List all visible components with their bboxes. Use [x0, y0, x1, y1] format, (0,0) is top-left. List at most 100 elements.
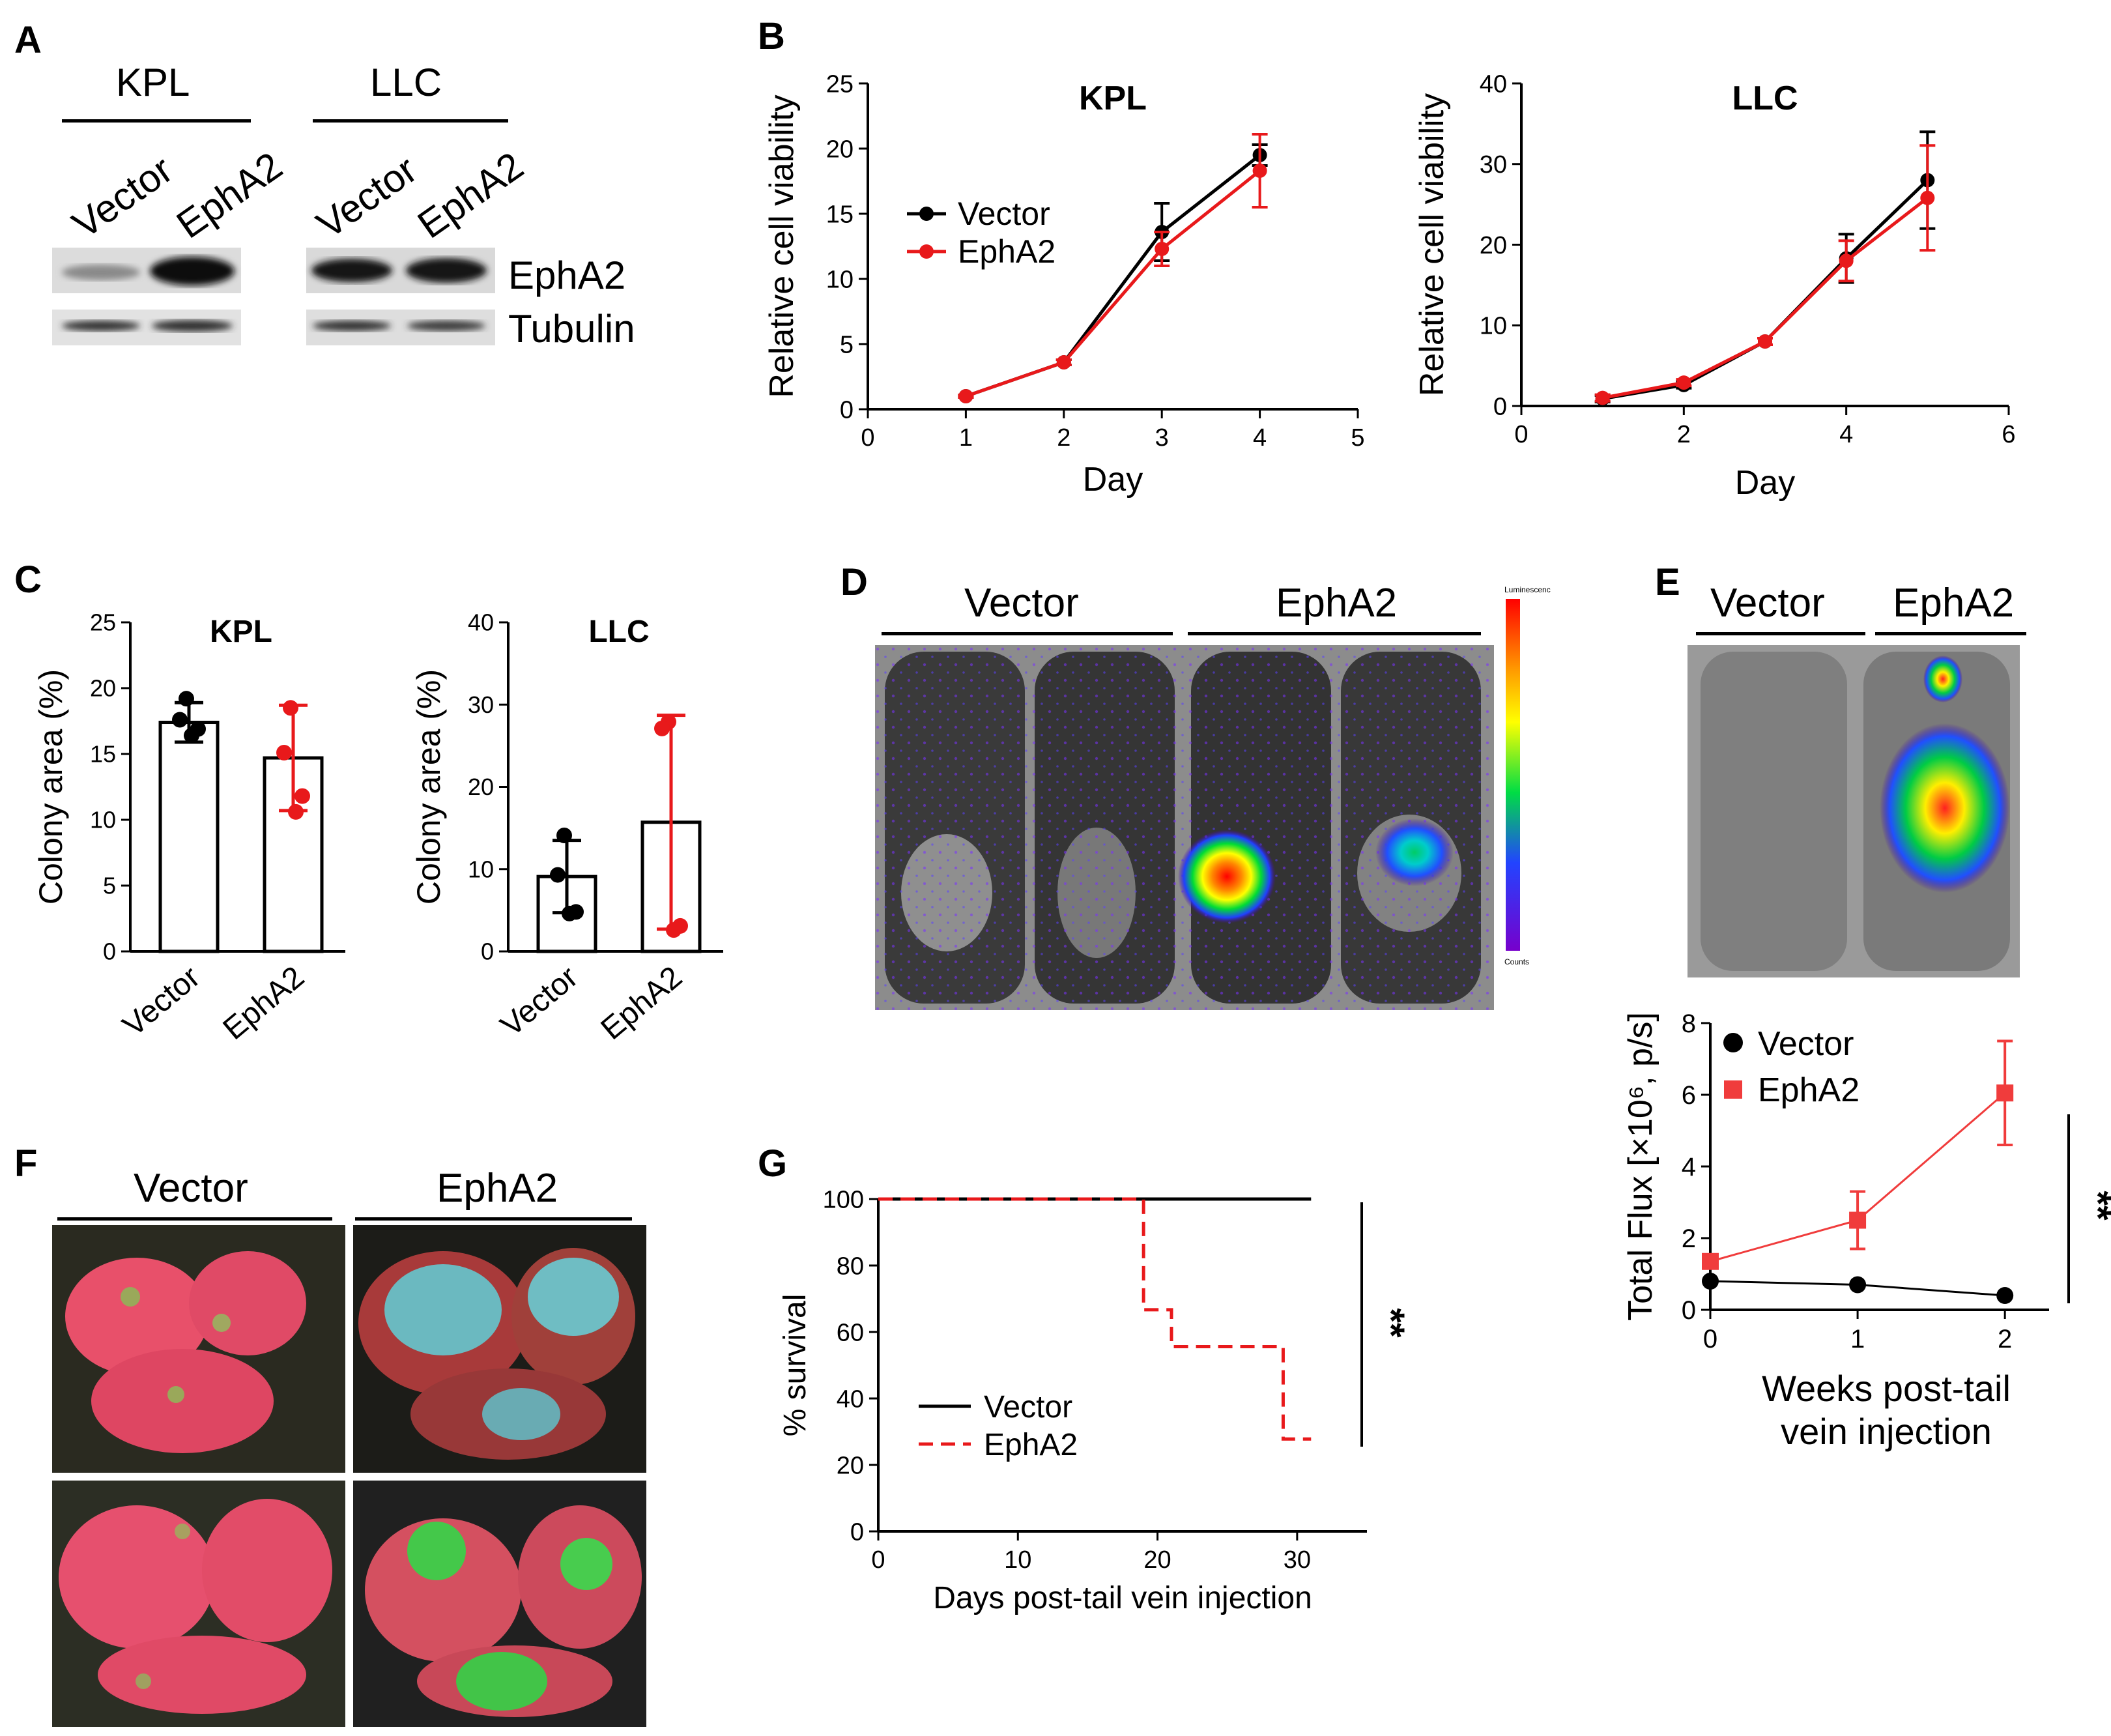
d-scale-top-label: Luminescence	[1504, 585, 1551, 594]
f-group-vector: Vector	[134, 1166, 248, 1211]
y-tick-label: 40	[468, 609, 494, 636]
band-kpl-vector-tubulin	[62, 321, 140, 331]
band-kpl-epha2-tubulin	[152, 320, 233, 332]
band-llc-vector-tubulin	[313, 321, 391, 331]
panel-letter-d: D	[840, 561, 868, 603]
y-tick-label: 5	[103, 873, 116, 899]
x-tick-label: 2	[1677, 421, 1691, 448]
f-tumor-e1-1	[384, 1264, 502, 1355]
f-lung-image	[52, 1225, 646, 1727]
legend-marker	[1724, 1080, 1742, 1099]
f-lobe-v1-c	[91, 1349, 274, 1453]
data-point	[1595, 390, 1610, 405]
data-point	[1056, 355, 1071, 369]
e-group-vector-line	[1696, 632, 1865, 635]
f-nodule-v1-1	[121, 1287, 140, 1307]
y-axis-label: Relative cell viability	[1413, 93, 1451, 396]
x-tick-label: 1	[1850, 1325, 1865, 1353]
data-point	[562, 905, 577, 921]
x-axis-label-line: vein injection	[1781, 1411, 1992, 1452]
panel-letter-b: B	[758, 15, 785, 57]
e-group-epha2-line	[1875, 632, 2026, 635]
chart-b-llc: 0 10 20 30 40 0 2 4 6 LLC Day Relative cell viabili…	[1413, 70, 2016, 502]
blot-group-kpl-line	[62, 119, 251, 123]
e-mouse-1	[1701, 652, 1847, 971]
data-point	[1702, 1273, 1719, 1290]
legend-marker	[919, 207, 934, 221]
x-tick-label: 0	[861, 424, 874, 452]
d-group-epha2-line	[1188, 632, 1481, 635]
f-nodule-v2-1	[175, 1524, 190, 1539]
y-tick-label: 25	[826, 70, 854, 98]
data-point	[172, 712, 188, 728]
y-tick-label: 80	[837, 1252, 864, 1280]
blot-lane-labels: Vector EphA2 Vector EphA2	[65, 143, 531, 246]
x-tick-label: 0	[871, 1546, 885, 1574]
f-lobe-v2-a	[59, 1505, 215, 1649]
data-point	[276, 744, 292, 760]
legend-label: Vector	[958, 195, 1050, 232]
x-tick-label: 20	[1143, 1546, 1171, 1574]
data-point	[179, 691, 194, 707]
y-tick-label: 4	[1682, 1153, 1696, 1181]
y-tick-label: 10	[90, 807, 116, 833]
panel-letter-g: G	[758, 1142, 788, 1185]
y-tick-label: 5	[840, 331, 854, 358]
blot-group-llc-line	[313, 119, 508, 123]
series-line-epha2	[965, 169, 1261, 398]
data-point	[958, 389, 973, 403]
y-axis-label: % survival	[778, 1294, 812, 1437]
f-tumor-e1-3	[482, 1388, 560, 1440]
y-tick-label: 10	[826, 266, 854, 293]
chart-title: KPL	[210, 615, 272, 649]
y-axis-label: Total Flux [×10⁶, p/s]	[1622, 1012, 1659, 1321]
y-tick-label: 0	[1493, 393, 1507, 420]
data-point	[1252, 164, 1267, 178]
f-group-vector-line	[57, 1217, 332, 1221]
chart-title: LLC	[588, 615, 649, 649]
chart-b-kpl: 0 5 10 15 20 25 0 1 2 3 4 5 KPL Day Relative cell viab…	[763, 70, 1365, 499]
series-line-vector	[1602, 179, 1929, 401]
y-axis-label: Colony area (%)	[410, 669, 447, 904]
x-tick-label: 3	[1155, 424, 1169, 452]
data-point	[1676, 375, 1691, 390]
d-signal-mouse-3	[1178, 830, 1276, 923]
legend-label: EphA2	[958, 233, 1056, 270]
y-tick-label: 15	[90, 741, 116, 768]
y-tick-label: 25	[90, 609, 116, 636]
e-signal-large	[1880, 723, 2010, 893]
y-tick-label: 10	[468, 856, 494, 882]
x-axis-label: Day	[1083, 461, 1143, 499]
x-tick-label: 0	[1703, 1325, 1717, 1353]
y-tick-label: 30	[468, 691, 494, 718]
f-tumor-e2-1	[407, 1522, 466, 1580]
f-lobe-e2-a	[365, 1518, 521, 1662]
y-tick-label: 60	[837, 1319, 864, 1346]
band-llc-epha2-epha2	[406, 258, 487, 283]
d-group-vector: Vector	[964, 581, 1079, 626]
f-tumor-e2-3	[456, 1652, 547, 1711]
y-tick-label: 0	[840, 396, 854, 424]
data-point	[1758, 334, 1772, 349]
f-tumor-e1-2	[528, 1258, 619, 1336]
panel-letter-c: C	[14, 558, 42, 601]
y-tick-label: 2	[1682, 1224, 1696, 1253]
band-llc-epha2-tubulin	[407, 321, 485, 331]
legend-label: Vector	[984, 1390, 1072, 1425]
y-tick-label: 6	[1682, 1081, 1696, 1110]
e-group-epha2: EphA2	[1893, 581, 2015, 626]
f-nodule-v2-2	[136, 1673, 151, 1689]
y-tick-label: 20	[1480, 232, 1507, 259]
d-signal-mouse-4	[1375, 818, 1454, 886]
data-point	[1996, 1084, 2014, 1102]
significance-label: **	[2076, 1191, 2111, 1221]
data-point	[556, 827, 572, 843]
data-point	[283, 700, 298, 716]
data-point	[654, 720, 670, 736]
chart-title: KPL	[1079, 80, 1147, 117]
significance-label: **	[1370, 1308, 1412, 1338]
panel-letter-f: F	[14, 1142, 38, 1185]
panel-letter-e: E	[1655, 561, 1680, 603]
data-point	[184, 727, 199, 744]
legend-label: Vector	[1758, 1025, 1854, 1063]
